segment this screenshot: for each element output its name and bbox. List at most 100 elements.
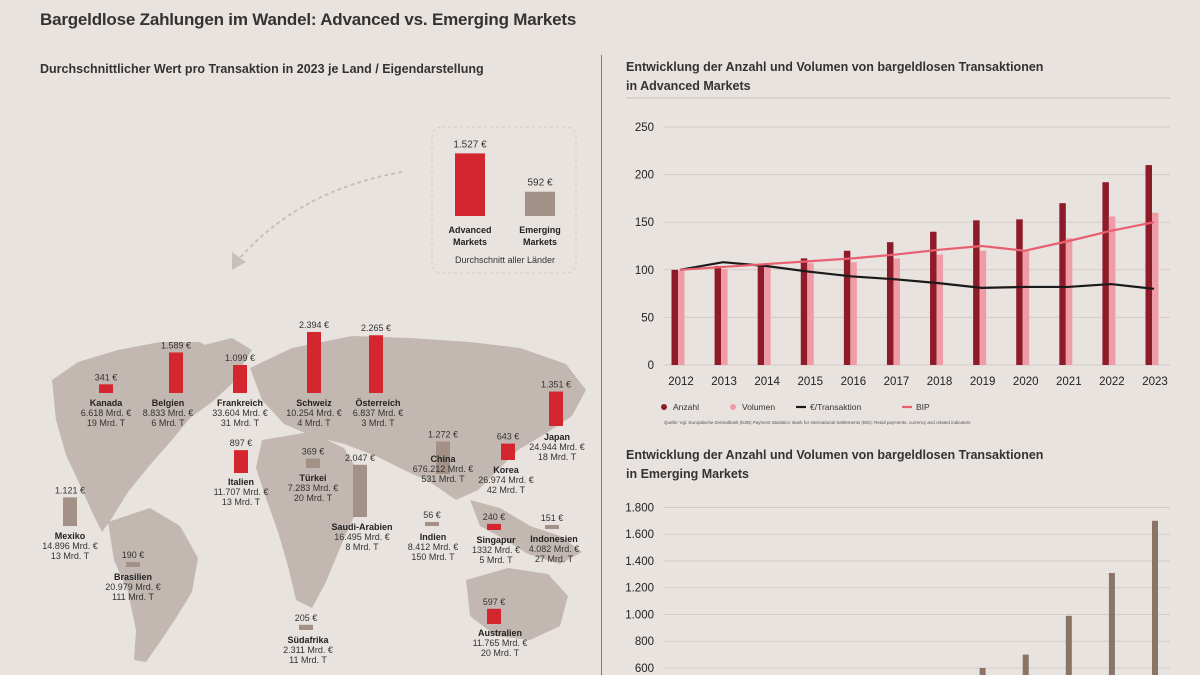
- vertical-divider: [601, 55, 602, 675]
- chart1-bar-volumen: [850, 262, 857, 365]
- chart1-bar-volumen: [979, 250, 987, 365]
- chart1-bar-volumen: [1022, 250, 1030, 365]
- country-count-australien: 20 Mrd. T: [481, 648, 520, 658]
- country-volume-südafrika: 2.311 Mrd. €: [283, 645, 333, 655]
- chart1-y-tick: 100: [635, 265, 654, 277]
- pointer-arrow: [239, 171, 403, 259]
- country-bar-kanada: [99, 384, 113, 393]
- chart2-bar: [1022, 654, 1029, 675]
- chart2-bar: [1152, 520, 1158, 675]
- chart1-lines: [679, 221, 1155, 290]
- emerging-average-label-line1: Emerging: [519, 225, 561, 235]
- country-value-schweiz: 2.394 €: [299, 320, 329, 330]
- country-count-kanada: 19 Mrd. T: [87, 418, 126, 428]
- chart1-bar-anzahl: [1145, 165, 1152, 365]
- country-bar-schweiz: [307, 331, 321, 393]
- chart1-bar-volumen: [764, 265, 771, 365]
- chart1-bar-volumen: [807, 263, 814, 365]
- country-bar-china: [436, 441, 450, 474]
- legend-label: €/Transaktion: [810, 402, 861, 412]
- chart1-bar-anzahl: [714, 265, 722, 365]
- country-name-frankreich: Frankreich: [217, 398, 263, 408]
- chart1-bar-volumen: [721, 268, 728, 365]
- country-volume-brasilien: 20.979 Mrd. €: [105, 582, 161, 592]
- country-count-italien: 13 Mrd. T: [222, 497, 261, 507]
- chart1-legend: Anzahl Volumen €/Transaktion BIP: [661, 402, 930, 412]
- country-count-mexiko: 13 Mrd. T: [51, 551, 90, 561]
- country-value-südafrika: 205 €: [295, 613, 318, 623]
- chart1-y-tick: 0: [648, 360, 654, 372]
- chart2-gridlines: 600 800 1.000 1.200 1.400 1.600 1.800: [625, 502, 1170, 675]
- country-count-schweiz: 4 Mrd. T: [297, 418, 331, 428]
- country-volume-türkei: 7.283 Mrd. €: [288, 483, 339, 493]
- country-volume-schweiz: 10.254 Mrd. €: [286, 408, 342, 418]
- country-volume-australien: 11.765 Mrd. €: [473, 638, 528, 648]
- page-title: Bargeldlose Zahlungen im Wandel: Advance…: [40, 10, 577, 29]
- country-volume-kanada: 6.618 Mrd. €: [81, 408, 132, 418]
- country-value-brasilien: 190 €: [122, 550, 145, 560]
- chart1-title: Entwicklung der Anzahl und Volumen von b…: [626, 60, 1044, 93]
- chart2-y-tick: 600: [635, 663, 654, 675]
- chart1-x-tick: 2013: [711, 376, 737, 388]
- country-volume-österreich: 6.837 Mrd. €: [353, 408, 404, 418]
- advanced-average-label-line1: Advanced: [448, 225, 491, 235]
- country-bar-italien: [234, 450, 248, 473]
- country-name-kanada: Kanada: [90, 398, 124, 408]
- chart2-y-tick: 1.600: [625, 529, 654, 541]
- country-bar-mexiko: [63, 497, 77, 526]
- chart1-x-tick: 2022: [1099, 376, 1125, 388]
- country-value-frankreich: 1.099 €: [225, 353, 255, 363]
- chart2-y-tick: 1.000: [625, 609, 654, 621]
- chart1-bar-anzahl: [930, 231, 937, 365]
- country-value-indonesien: 151 €: [541, 513, 564, 523]
- chart1-x-tick: 2017: [884, 376, 910, 388]
- country-volume-singapur: 1332 Mrd. €: [472, 545, 520, 555]
- legend-label: Anzahl: [673, 402, 699, 412]
- chart1-bar-anzahl: [800, 258, 808, 365]
- chart2-y-tick: 800: [635, 636, 654, 648]
- country-name-schweiz: Schweiz: [296, 398, 332, 408]
- country-name-australien: Australien: [478, 628, 522, 638]
- chart1-x-tick: 2020: [1013, 376, 1039, 388]
- country-name-saudi-arabien: Saudi-Arabien: [331, 522, 392, 532]
- averages-caption: Durchschnitt aller Länder: [455, 255, 555, 265]
- country-count-belgien: 6 Mrd. T: [151, 418, 185, 428]
- country-name-indonesien: Indonesien: [530, 534, 578, 544]
- country-value-indien: 56 €: [423, 510, 441, 520]
- advanced-markets-chart: 0 50 100 150 200 250 2012 2013 2014 2015 2016 2017…: [626, 97, 1170, 425]
- country-value-china: 1.272 €: [428, 430, 458, 440]
- chart1-bar-anzahl: [1016, 219, 1023, 365]
- chart1-x-tick: 2012: [668, 376, 694, 388]
- country-volume-indien: 8.412 Mrd. €: [408, 542, 459, 552]
- chart1-bar-anzahl: [671, 269, 678, 365]
- emerging-average-bar: [525, 191, 555, 216]
- country-bar-indien: [425, 522, 439, 526]
- left-subtitle: Durchschnittlicher Wert pro Transaktion …: [40, 62, 484, 76]
- chart1-source: Quelle: Vgl. Europäische Zentralbank (EZ…: [664, 420, 971, 425]
- chart1-y-tick: 50: [641, 312, 654, 324]
- country-volume-indonesien: 4.082 Mrd. €: [529, 544, 580, 554]
- country-bar-singapur: [487, 523, 501, 530]
- country-value-japan: 1.351 €: [541, 380, 571, 390]
- country-count-indien: 150 Mrd. T: [411, 552, 455, 562]
- chart2-y-tick: 1.200: [625, 583, 654, 595]
- north-america-shape: [52, 342, 236, 532]
- country-name-belgien: Belgien: [152, 398, 185, 408]
- country-volume-mexiko: 14.896 Mrd. €: [42, 541, 98, 551]
- country-value-türkei: 369 €: [302, 447, 325, 457]
- country-bar-australien: [487, 608, 501, 624]
- country-bar-indonesien: [545, 525, 559, 529]
- country-bar-belgien: [169, 352, 183, 393]
- chart1-x-tick: 2015: [797, 376, 823, 388]
- country-count-korea: 42 Mrd. T: [487, 485, 526, 495]
- country-name-singapur: Singapur: [476, 535, 515, 545]
- country-volume-saudi-arabien: 16.495 Mrd. €: [334, 532, 390, 542]
- country-bar-türkei: [306, 458, 320, 468]
- chart1-bar-anzahl: [886, 242, 894, 365]
- country-volume-japan: 24.944 Mrd. €: [529, 442, 585, 452]
- chart1-line-bip: [679, 221, 1155, 271]
- country-volume-belgien: 8.833 Mrd. €: [143, 408, 194, 418]
- country-count-japan: 18 Mrd. T: [538, 452, 577, 462]
- chart1-x-ticks: 2012 2013 2014 2015 2016 2017 2018 2019 2020 2021…: [668, 376, 1168, 388]
